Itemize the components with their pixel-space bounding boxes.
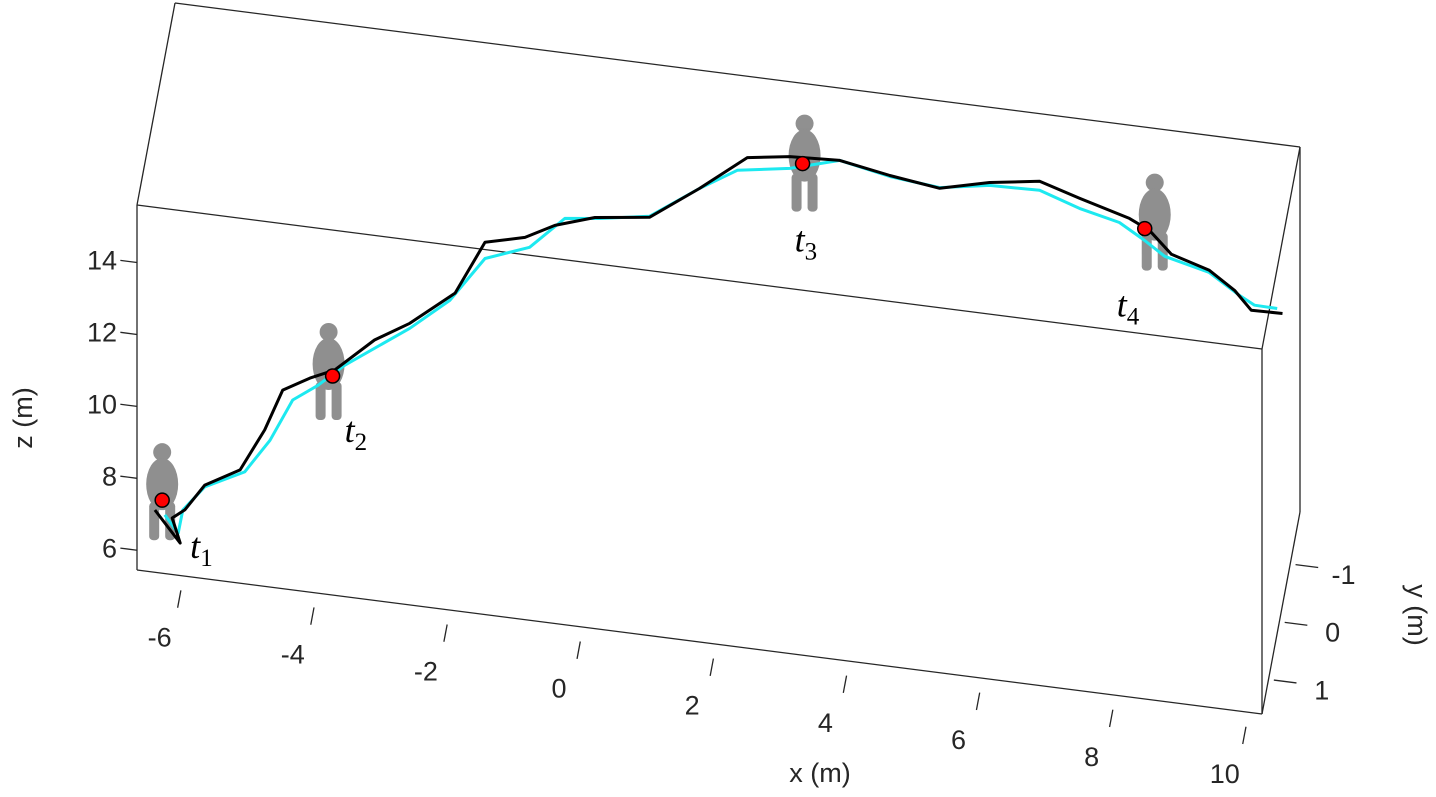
time-label: t2	[345, 410, 368, 455]
x-tick	[709, 658, 715, 676]
time-label: t4	[1117, 285, 1140, 330]
cloud-leg	[807, 173, 818, 212]
x-tick	[443, 624, 448, 642]
x-tick-label: 10	[1210, 759, 1240, 789]
z-tick-label: 10	[87, 390, 117, 420]
x-tick	[310, 607, 315, 625]
time-label-subscript: 4	[1127, 303, 1140, 330]
time-label-letter: t	[1117, 285, 1128, 325]
x-tick	[176, 590, 182, 608]
time-label-letter: t	[190, 526, 201, 566]
time-label-subscript: 1	[200, 545, 213, 572]
y-tick-label: 1	[1314, 675, 1329, 705]
time-label-letter: t	[795, 220, 806, 260]
cloud-torso	[146, 458, 179, 511]
z-tick-label: 6	[102, 533, 117, 563]
x-tick-label: 0	[552, 674, 567, 704]
x-tick	[975, 692, 981, 711]
x-tick	[1242, 726, 1247, 745]
z-tick	[120, 259, 138, 264]
x-tick-label: 6	[951, 725, 966, 755]
x-axis-label: x (m)	[789, 758, 850, 788]
x-tick-label: 2	[685, 691, 700, 721]
position-marker	[1136, 220, 1153, 237]
z-tick	[120, 547, 138, 551]
box-edge	[174, 2, 1301, 148]
x-tick-label: 8	[1084, 742, 1099, 772]
cloud-leg	[791, 173, 802, 212]
x-tick	[1108, 709, 1114, 728]
y-tick-label: 0	[1325, 618, 1340, 648]
y-tick	[1284, 621, 1308, 626]
y-tick	[1273, 679, 1297, 684]
z-axis-label: z (m)	[8, 387, 38, 448]
y-tick-label: -1	[1331, 560, 1355, 590]
cloud-head	[319, 323, 338, 342]
cloud-head	[1145, 173, 1164, 192]
z-tick	[120, 475, 138, 479]
position-marker	[324, 368, 341, 384]
cloud-head	[795, 114, 814, 133]
x-tick-label: -6	[148, 623, 172, 653]
x-tick	[576, 641, 581, 659]
z-tick	[120, 331, 138, 336]
cloud-leg	[1141, 232, 1152, 271]
cloud-leg	[149, 502, 160, 541]
time-label-letter: t	[345, 410, 356, 450]
y-axis-label: y (m)	[1402, 584, 1432, 645]
box-edge	[136, 2, 176, 206]
x-tick-label: 4	[818, 708, 833, 738]
y-tick	[1295, 563, 1319, 569]
box-edge	[1261, 511, 1301, 715]
cloud-leg	[315, 382, 326, 421]
cloud-head	[153, 443, 172, 462]
position-marker	[794, 155, 811, 172]
z-tick-label: 8	[102, 461, 117, 491]
time-label: t3	[795, 220, 818, 265]
z-tick-label: 12	[87, 318, 117, 348]
z-tick-label: 14	[87, 246, 117, 276]
pedestrian-cloud	[146, 443, 179, 541]
time-label-subscript: 3	[805, 238, 818, 265]
x-tick	[842, 675, 848, 694]
box-edge	[1261, 146, 1301, 350]
x-tick-label: -2	[414, 657, 438, 687]
position-marker	[154, 492, 170, 508]
box-edge	[136, 569, 1263, 715]
time-label-subscript: 2	[355, 429, 368, 456]
x-tick-label: -4	[281, 640, 305, 670]
time-label: t1	[190, 526, 213, 571]
box-edge	[136, 204, 1263, 350]
z-tick	[120, 403, 138, 408]
cloud-leg	[331, 382, 342, 421]
